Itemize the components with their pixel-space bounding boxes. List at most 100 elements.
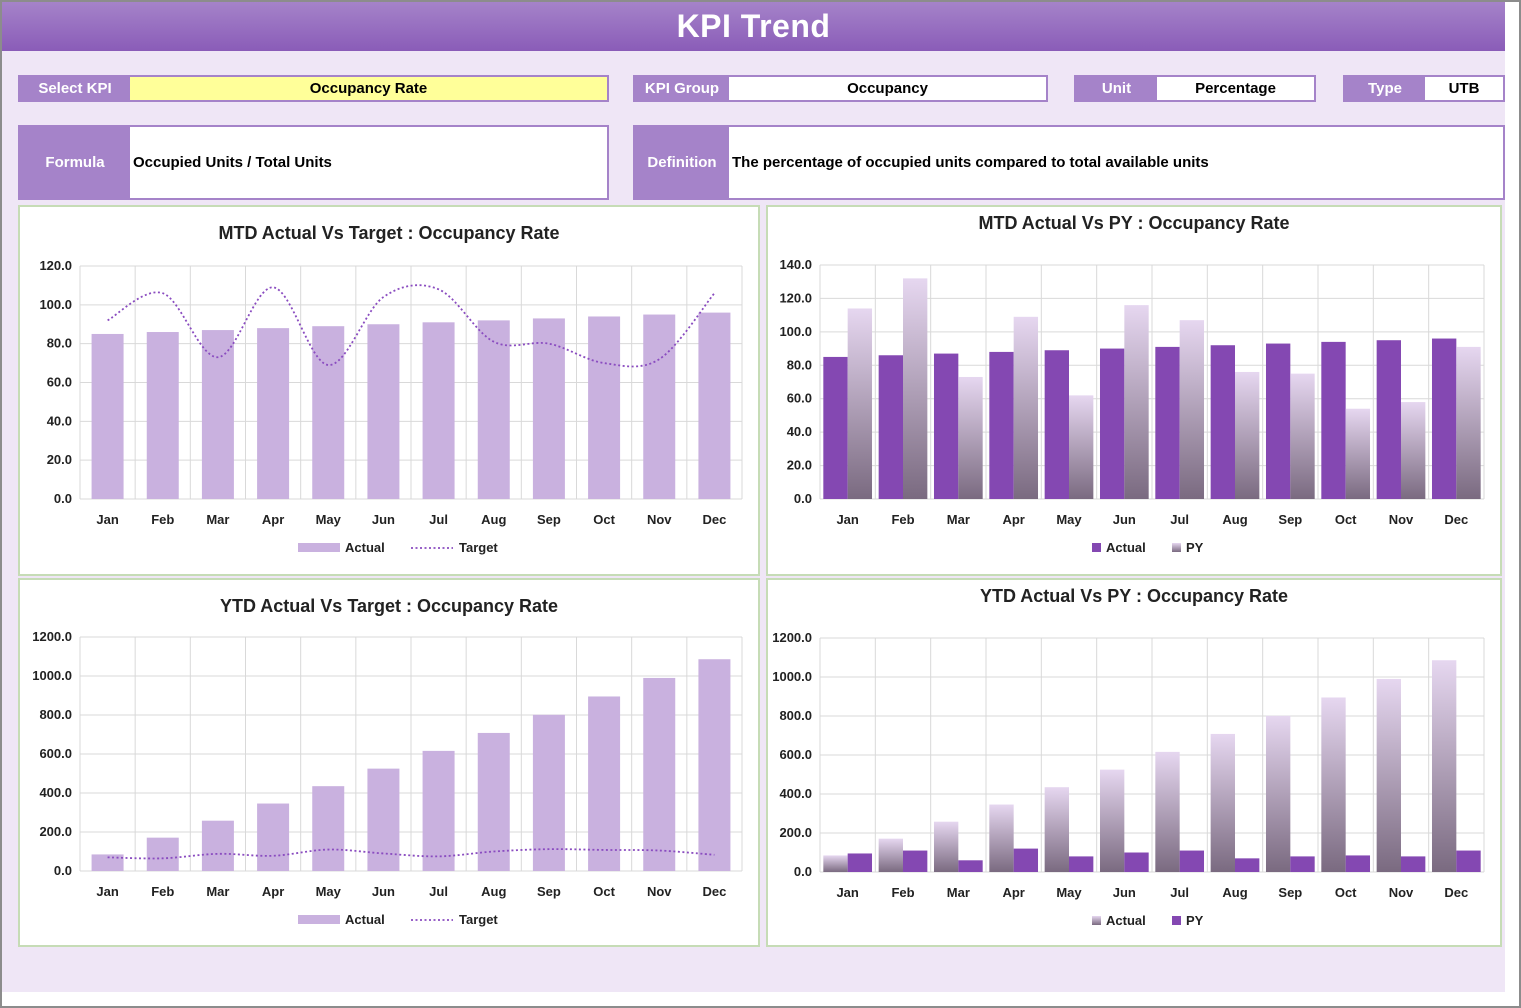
x-tick-label: Mar [206, 884, 229, 899]
x-tick-label: Jul [1170, 885, 1189, 900]
x-tick-label: Aug [481, 512, 506, 527]
y-tick-label: 1200.0 [772, 630, 812, 645]
x-tick-label: Aug [1222, 512, 1247, 527]
chart-title: YTD Actual Vs PY : Occupancy Rate [980, 586, 1288, 606]
y-tick-label: 0.0 [794, 491, 812, 506]
x-tick-label: Aug [1222, 885, 1247, 900]
bar-actual [1376, 678, 1401, 872]
y-tick-label: 1000.0 [32, 668, 72, 683]
bar-actual [312, 786, 345, 871]
bar-actual [698, 312, 731, 499]
bar-actual [878, 838, 903, 872]
x-tick-label: Oct [593, 512, 615, 527]
formula-value: Occupied Units / Total Units [130, 127, 607, 198]
x-tick-label: Oct [1335, 885, 1357, 900]
y-tick-label: 0.0 [54, 863, 72, 878]
bar-py [1013, 316, 1039, 499]
bar-actual [312, 326, 345, 499]
bar-py [1124, 305, 1149, 499]
unit-field: Unit Percentage [1074, 75, 1316, 102]
bar-actual [588, 316, 621, 499]
y-tick-label: 400.0 [779, 786, 812, 801]
bar-actual [1044, 787, 1069, 872]
bar-py [1013, 848, 1039, 872]
bar-actual [367, 768, 400, 871]
x-tick-label: Sep [537, 512, 561, 527]
bar-actual [367, 324, 400, 499]
kpi-group-value: Occupancy [729, 77, 1046, 100]
legend-label-actual: Actual [1106, 540, 1146, 555]
x-tick-label: Nov [1389, 885, 1414, 900]
x-tick-label: Dec [1444, 512, 1468, 527]
ytd-actual-vs-py-chart: YTD Actual Vs PY : Occupancy Rate 0.0 200.… [772, 586, 1485, 928]
select-kpi-dropdown[interactable]: Occupancy Rate [130, 77, 607, 100]
bar-py [1401, 402, 1426, 499]
definition-label: Definition [635, 127, 729, 198]
type-field: Type UTB [1343, 75, 1505, 102]
x-tick-label: Jan [836, 885, 858, 900]
bar-actual [1265, 715, 1291, 872]
y-tick-label: 40.0 [787, 424, 812, 439]
bar-actual [1431, 660, 1457, 872]
bar-py [1345, 855, 1371, 872]
y-tick-label: 40.0 [47, 413, 72, 428]
x-tick-label: Apr [262, 884, 284, 899]
bar-actual [532, 714, 565, 871]
y-tick-label: 1200.0 [32, 629, 72, 644]
kpi-group-label: KPI Group [635, 77, 729, 100]
y-tick-label: 600.0 [39, 746, 72, 761]
x-tick-label: Jun [372, 512, 395, 527]
bar-actual [933, 353, 959, 499]
x-tick-label: May [316, 884, 342, 899]
y-tick-label: 800.0 [39, 707, 72, 722]
y-tick-label: 400.0 [39, 785, 72, 800]
bar-actual [823, 855, 848, 872]
x-tick-label: Jul [1170, 512, 1189, 527]
bar-actual [698, 659, 731, 871]
x-tick-label: Feb [151, 512, 174, 527]
y-tick-label: 0.0 [54, 491, 72, 506]
mtd-actual-vs-target-chart: MTD Actual Vs Target : Occupancy Rate 0.0… [39, 223, 743, 555]
bar-actual [1376, 340, 1401, 499]
y-tick-label: 120.0 [779, 290, 812, 305]
bar-py [1401, 856, 1426, 872]
bar-actual [146, 837, 179, 871]
x-tick-label: Jan [836, 512, 858, 527]
legend-label-target: Target [459, 912, 498, 927]
x-tick-label: Feb [891, 885, 914, 900]
bar-actual [1321, 341, 1346, 499]
bar-py [1179, 850, 1205, 872]
bar-py [1456, 850, 1481, 872]
ytd-actual-vs-target-chart: YTD Actual Vs Target : Occupancy Rate 0.0… [32, 596, 743, 927]
bar-py [903, 850, 928, 872]
bar-actual [588, 696, 621, 871]
y-tick-label: 140.0 [779, 257, 812, 272]
x-tick-label: Jul [429, 884, 448, 899]
bar-actual [1265, 343, 1291, 499]
bar-py [847, 308, 873, 499]
x-tick-label: May [1056, 512, 1082, 527]
bar-py [1235, 371, 1260, 499]
y-tick-label: 60.0 [47, 375, 72, 390]
bar-actual [1210, 345, 1235, 499]
bar-actual [989, 351, 1014, 499]
x-tick-label: Dec [702, 512, 726, 527]
y-tick-label: 100.0 [779, 324, 812, 339]
y-tick-label: 1000.0 [772, 669, 812, 684]
legend-swatch-actual [298, 915, 340, 924]
bar-actual [422, 750, 455, 871]
bar-py [958, 376, 983, 499]
bar-py [1456, 346, 1481, 499]
bar-actual [146, 332, 179, 499]
bar-py [1345, 408, 1371, 499]
bar-actual [823, 356, 848, 499]
bar-py [1179, 320, 1205, 499]
bar-actual [1099, 769, 1125, 872]
bar-actual [1044, 350, 1069, 499]
legend-swatch-py [1172, 543, 1181, 552]
legend-label-target: Target [459, 540, 498, 555]
y-tick-label: 100.0 [39, 297, 72, 312]
chart-panel-mtd-py: MTD Actual Vs PY : Occupancy Rate 0.0 20.0… [766, 205, 1502, 576]
x-tick-label: Jun [1113, 512, 1136, 527]
bar-actual [878, 355, 903, 499]
